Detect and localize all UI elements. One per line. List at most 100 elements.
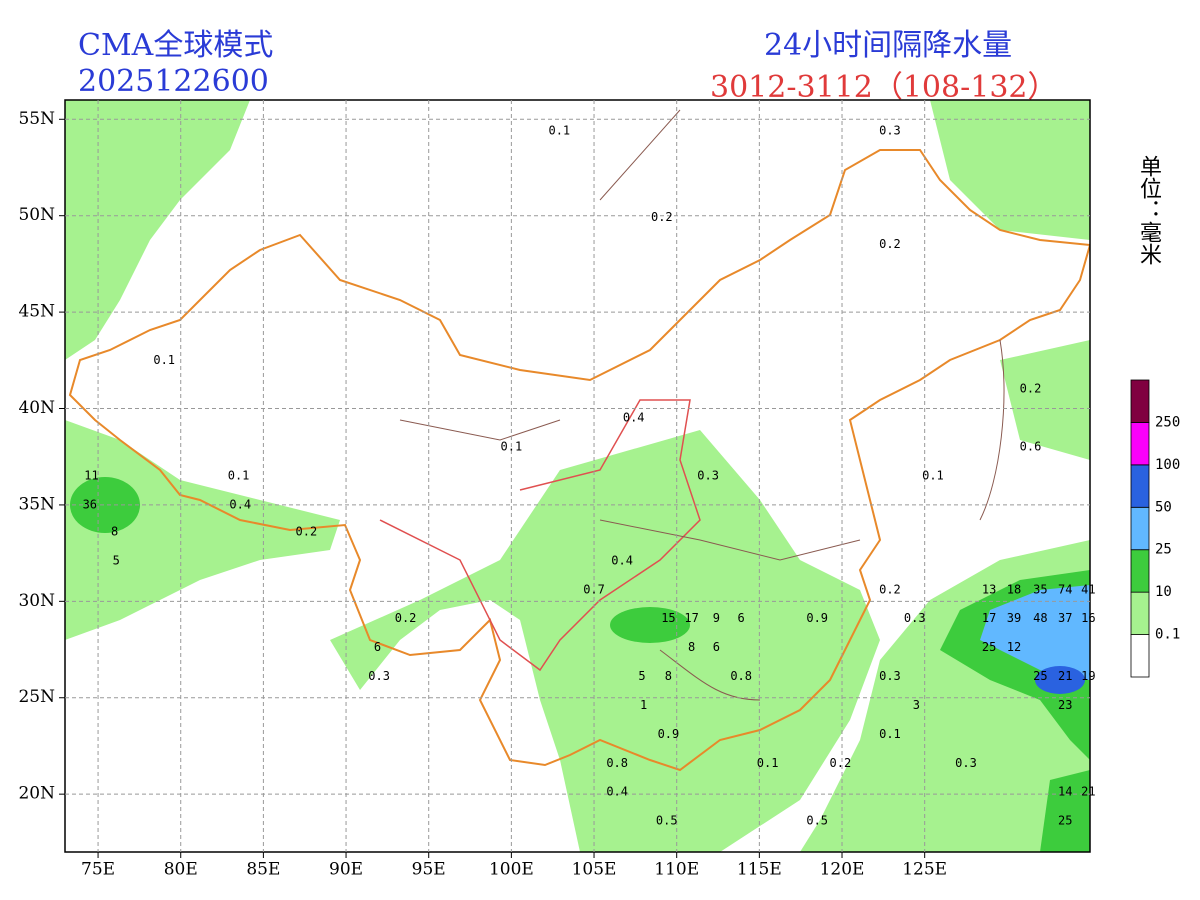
station-value: 0.3	[879, 123, 901, 137]
station-value: 0.3	[368, 669, 390, 683]
lon-tick-label: 105E	[572, 860, 617, 880]
station-value: 0.1	[228, 469, 250, 483]
station-value: 25	[1058, 814, 1072, 828]
station-value: 21	[1081, 785, 1095, 799]
station-value: 14	[1058, 785, 1072, 799]
station-value: 6	[374, 640, 381, 654]
station-value: 8	[111, 524, 118, 538]
station-value: 0.2	[296, 524, 318, 538]
station-value: 11	[84, 469, 98, 483]
lat-tick-label: 50N	[18, 205, 55, 225]
station-value: 36	[83, 497, 97, 511]
station-value: 0.4	[611, 553, 633, 567]
station-value: 23	[1058, 698, 1072, 712]
legend-swatch	[1130, 464, 1150, 508]
lon-tick-label: 90E	[329, 860, 363, 880]
station-value: 0.6	[1020, 440, 1042, 454]
station-value: 19	[1081, 669, 1095, 683]
station-value: 5	[113, 553, 120, 567]
station-value: 15	[661, 611, 675, 625]
station-value: 37	[1058, 611, 1072, 625]
legend-swatch	[1130, 591, 1150, 635]
station-value: 25	[982, 640, 996, 654]
legend-label: 250	[1155, 414, 1180, 430]
legend-swatch	[1130, 379, 1150, 423]
lon-tick-label: 125E	[902, 860, 947, 880]
station-value: 3	[913, 698, 920, 712]
lat-tick-label: 25N	[18, 687, 55, 707]
lat-tick-label: 40N	[18, 398, 55, 418]
lat-tick-label: 45N	[18, 302, 55, 322]
station-value: 6	[738, 611, 745, 625]
period: 3012-3112（108-132）	[710, 70, 1058, 105]
station-value: 0.4	[623, 411, 645, 425]
station-value: 8	[665, 669, 672, 683]
station-value: 18	[1007, 582, 1021, 596]
station-value: 0.5	[806, 814, 828, 828]
lon-tick-label: 85E	[246, 860, 280, 880]
station-value: 0.3	[879, 669, 901, 683]
station-value: 0.1	[922, 469, 944, 483]
lon-tick-label: 95E	[412, 860, 446, 880]
station-value: 0.5	[656, 814, 678, 828]
station-value: 0.2	[879, 237, 901, 251]
station-value: 0.1	[153, 353, 175, 367]
lon-tick-label: 100E	[489, 860, 534, 880]
station-value: 39	[1007, 611, 1021, 625]
station-value: 0.1	[501, 440, 523, 454]
init-time: 2025122600	[78, 64, 269, 99]
lat-tick-label: 35N	[18, 494, 55, 514]
station-value: 0.2	[879, 582, 901, 596]
station-value: 0.2	[830, 756, 852, 770]
station-value: 0.8	[730, 669, 752, 683]
station-value: 0.7	[583, 582, 605, 596]
station-value: 48	[1033, 611, 1047, 625]
station-value: 0.3	[904, 611, 926, 625]
station-value: 0.4	[229, 497, 251, 511]
lat-tick-label: 20N	[18, 784, 55, 804]
lon-tick-label: 120E	[820, 860, 865, 880]
station-value: 0.2	[651, 210, 673, 224]
lon-tick-label: 75E	[81, 860, 115, 880]
lat-tick-label: 55N	[18, 109, 55, 129]
station-value: 0.3	[955, 756, 977, 770]
legend-label: 50	[1155, 499, 1172, 515]
station-value: 16	[1081, 611, 1095, 625]
station-value: 17	[982, 611, 996, 625]
precip-shading	[65, 100, 1090, 852]
station-value: 35	[1033, 582, 1047, 596]
lat-tick-label: 30N	[18, 591, 55, 611]
legend-swatch	[1130, 549, 1150, 593]
station-value: 17	[684, 611, 698, 625]
station-value: 41	[1081, 582, 1095, 596]
station-value: 0.2	[1020, 382, 1042, 396]
station-value: 1	[640, 698, 647, 712]
station-value: 0.1	[879, 727, 901, 741]
lon-tick-label: 110E	[654, 860, 699, 880]
station-value: 0.8	[606, 756, 628, 770]
product-title: 24小时间隔降水量	[764, 28, 1013, 63]
station-value: 5	[638, 669, 645, 683]
legend-label: 25	[1155, 542, 1172, 558]
legend-label: 100	[1155, 457, 1180, 473]
station-value: 0.9	[658, 727, 680, 741]
station-value: 21	[1058, 669, 1072, 683]
legend-swatch	[1130, 422, 1150, 466]
map-frame	[64, 99, 1091, 853]
legend-label: 10	[1155, 584, 1172, 600]
station-value: 0.1	[757, 756, 779, 770]
legend-label: 0.1	[1155, 627, 1180, 643]
station-value: 0.9	[806, 611, 828, 625]
boundaries	[68, 109, 1090, 772]
station-value: 0.3	[697, 469, 719, 483]
station-value: 13	[982, 582, 996, 596]
station-value: 74	[1058, 582, 1072, 596]
model-title: CMA全球模式	[78, 28, 274, 63]
station-value: 12	[1007, 640, 1021, 654]
station-value: 25	[1033, 669, 1047, 683]
legend-swatch	[1130, 634, 1150, 678]
station-value: 0.1	[548, 123, 570, 137]
station-value: 0.2	[395, 611, 417, 625]
